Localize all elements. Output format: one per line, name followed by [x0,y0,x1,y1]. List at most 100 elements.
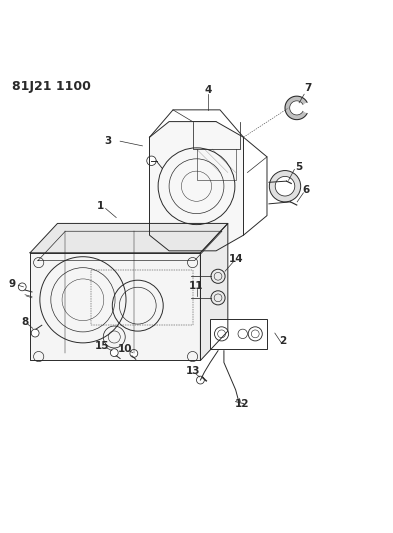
Text: 3: 3 [105,136,112,146]
Text: 15: 15 [94,341,109,351]
Polygon shape [299,97,302,102]
Polygon shape [301,113,305,117]
Polygon shape [302,112,306,116]
Circle shape [31,329,39,337]
Polygon shape [286,102,290,105]
Polygon shape [297,96,298,101]
Text: 2: 2 [279,336,286,346]
Text: 6: 6 [303,185,310,195]
Circle shape [269,171,301,202]
Text: 5: 5 [295,161,302,172]
Polygon shape [285,109,290,111]
Polygon shape [301,98,304,102]
Text: 14: 14 [228,254,243,264]
Polygon shape [286,111,290,114]
Polygon shape [299,114,302,119]
Polygon shape [288,100,292,103]
Circle shape [110,349,118,357]
Polygon shape [289,99,292,103]
Polygon shape [299,115,301,119]
Polygon shape [296,96,297,101]
Polygon shape [302,100,306,103]
Text: 9: 9 [9,279,16,289]
Polygon shape [300,98,303,102]
Polygon shape [299,96,301,101]
Polygon shape [286,104,290,106]
Polygon shape [294,96,296,101]
Polygon shape [293,96,295,101]
Polygon shape [300,114,303,118]
Polygon shape [301,99,305,103]
Polygon shape [200,223,228,360]
Polygon shape [299,115,301,119]
Polygon shape [292,97,294,102]
Polygon shape [302,112,306,116]
Text: 10: 10 [118,344,132,354]
Text: 4: 4 [205,85,212,95]
Polygon shape [301,113,305,117]
Polygon shape [296,115,297,119]
Polygon shape [293,115,295,119]
Polygon shape [300,98,303,102]
Polygon shape [294,115,296,119]
Polygon shape [298,96,300,101]
Polygon shape [288,99,292,103]
Polygon shape [300,114,303,118]
Polygon shape [291,98,294,102]
Text: 7: 7 [305,83,312,93]
Polygon shape [303,101,307,104]
Polygon shape [298,115,300,119]
Polygon shape [291,114,294,118]
Polygon shape [287,112,291,116]
Polygon shape [287,100,291,104]
Polygon shape [289,113,292,117]
Polygon shape [287,101,291,104]
Polygon shape [297,115,298,119]
Polygon shape [286,102,291,104]
Polygon shape [210,319,267,349]
Polygon shape [303,111,307,114]
Polygon shape [290,98,293,102]
Polygon shape [286,110,290,112]
Text: 11: 11 [189,281,204,291]
Polygon shape [301,99,305,103]
Polygon shape [149,122,244,251]
Polygon shape [287,112,291,115]
Polygon shape [303,112,307,115]
Circle shape [130,350,138,357]
Polygon shape [292,114,294,119]
Polygon shape [30,253,200,360]
Polygon shape [294,96,296,101]
Polygon shape [302,100,306,104]
Polygon shape [285,106,290,107]
Text: 13: 13 [185,367,200,376]
Polygon shape [295,115,296,119]
Text: 1: 1 [97,201,104,211]
Polygon shape [292,97,294,101]
Circle shape [147,156,156,165]
Polygon shape [298,115,299,119]
Polygon shape [288,113,292,117]
Polygon shape [298,96,299,101]
Text: 12: 12 [235,399,249,409]
Text: 81J21 1100: 81J21 1100 [13,80,91,93]
Circle shape [18,283,26,291]
Polygon shape [30,223,228,253]
Text: 8: 8 [21,317,29,327]
Polygon shape [286,110,290,113]
Polygon shape [290,114,293,118]
Polygon shape [285,108,290,109]
Polygon shape [285,109,290,110]
Polygon shape [292,115,294,119]
Polygon shape [286,103,290,106]
Polygon shape [290,114,293,118]
Circle shape [196,376,204,384]
Polygon shape [285,104,290,106]
Polygon shape [290,98,293,102]
Polygon shape [285,107,290,108]
Polygon shape [294,115,296,119]
Polygon shape [297,96,298,101]
Polygon shape [299,97,301,101]
Circle shape [275,176,295,196]
Polygon shape [286,111,291,114]
